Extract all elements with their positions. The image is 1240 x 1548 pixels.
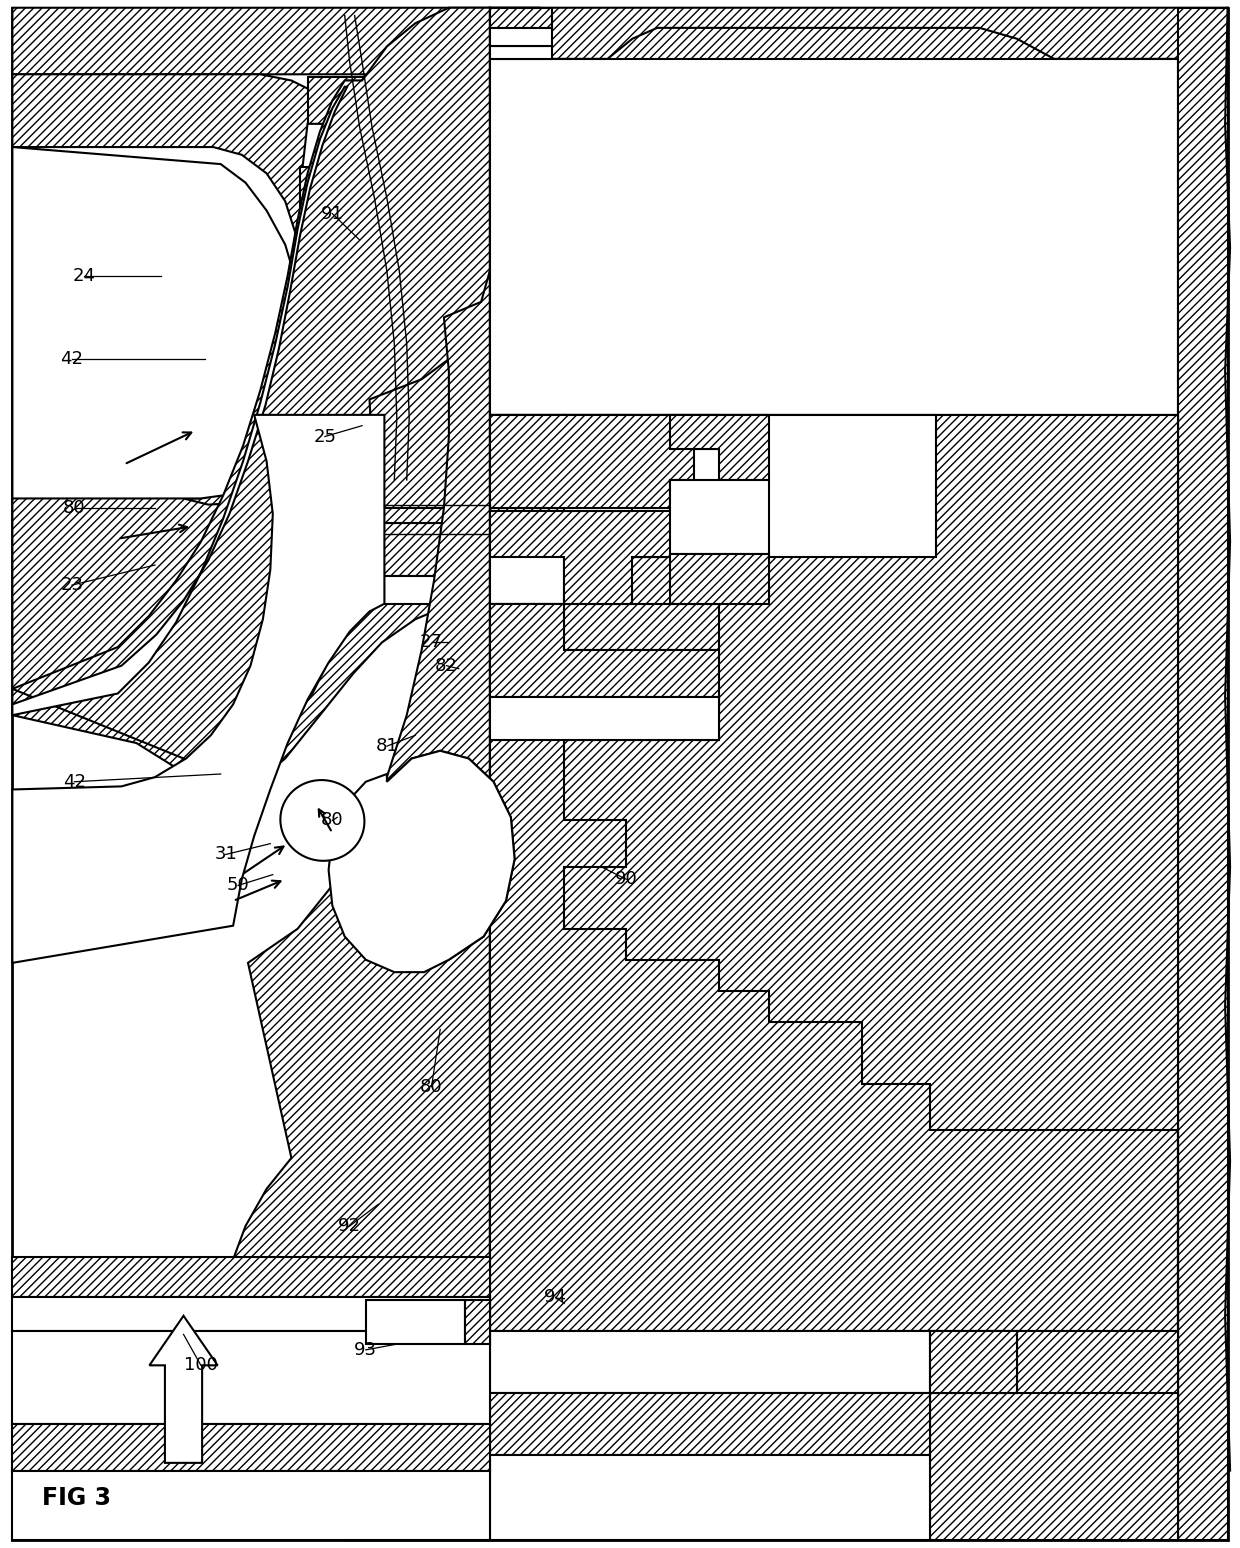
Polygon shape <box>384 508 490 523</box>
Text: 42: 42 <box>63 772 86 791</box>
Polygon shape <box>490 59 1178 415</box>
Polygon shape <box>300 167 362 214</box>
FancyArrow shape <box>149 1316 218 1463</box>
Polygon shape <box>12 1297 490 1331</box>
Polygon shape <box>670 415 769 480</box>
Text: 31: 31 <box>215 845 237 864</box>
Polygon shape <box>387 751 515 960</box>
Polygon shape <box>12 1257 490 1297</box>
Polygon shape <box>293 257 355 303</box>
Text: FIG 3: FIG 3 <box>42 1486 112 1511</box>
Text: 23: 23 <box>61 576 83 594</box>
Text: 92: 92 <box>339 1217 361 1235</box>
Text: 42: 42 <box>61 350 83 368</box>
Polygon shape <box>218 271 490 1540</box>
Text: 81: 81 <box>376 737 398 755</box>
Polygon shape <box>384 523 490 576</box>
Polygon shape <box>490 511 719 604</box>
Polygon shape <box>12 147 304 498</box>
Text: 94: 94 <box>544 1288 567 1307</box>
Polygon shape <box>490 697 719 740</box>
Text: 80: 80 <box>63 498 86 517</box>
Text: 80: 80 <box>321 811 343 830</box>
Polygon shape <box>564 415 632 464</box>
Polygon shape <box>490 415 1178 1540</box>
Text: 82: 82 <box>435 656 458 675</box>
Text: 25: 25 <box>314 427 336 446</box>
Polygon shape <box>490 8 1228 415</box>
Text: 91: 91 <box>321 204 343 223</box>
Polygon shape <box>12 74 372 523</box>
Polygon shape <box>303 124 370 167</box>
Polygon shape <box>329 751 515 972</box>
Polygon shape <box>490 604 719 697</box>
Polygon shape <box>12 8 490 777</box>
Polygon shape <box>345 80 394 461</box>
Text: 24: 24 <box>73 266 95 285</box>
Polygon shape <box>490 1331 1178 1393</box>
Text: 90: 90 <box>615 870 637 889</box>
Polygon shape <box>384 576 440 604</box>
Polygon shape <box>490 1393 930 1455</box>
Polygon shape <box>490 8 552 28</box>
Polygon shape <box>308 77 370 124</box>
Polygon shape <box>490 8 539 46</box>
Polygon shape <box>12 1471 490 1540</box>
Polygon shape <box>490 415 719 508</box>
Polygon shape <box>490 1455 930 1540</box>
Polygon shape <box>12 415 384 963</box>
Polygon shape <box>490 415 1178 1540</box>
Ellipse shape <box>280 780 365 861</box>
Polygon shape <box>285 347 347 393</box>
Polygon shape <box>490 1331 930 1393</box>
Polygon shape <box>670 554 769 604</box>
Polygon shape <box>12 8 490 74</box>
Polygon shape <box>12 1331 490 1424</box>
Polygon shape <box>930 1331 1017 1393</box>
Polygon shape <box>12 1424 490 1471</box>
Polygon shape <box>366 1300 465 1344</box>
Polygon shape <box>288 303 355 347</box>
Polygon shape <box>1178 8 1228 1540</box>
Polygon shape <box>490 46 552 59</box>
Text: 93: 93 <box>355 1341 377 1359</box>
Polygon shape <box>670 480 769 554</box>
Text: 80: 80 <box>420 1077 443 1096</box>
Polygon shape <box>490 604 564 650</box>
Polygon shape <box>490 28 552 46</box>
Text: 50: 50 <box>227 876 249 895</box>
Polygon shape <box>490 511 564 604</box>
Polygon shape <box>564 464 632 511</box>
Polygon shape <box>12 87 347 715</box>
Text: 27: 27 <box>420 633 443 652</box>
Polygon shape <box>295 214 362 257</box>
Polygon shape <box>490 8 1228 59</box>
Text: 100: 100 <box>184 1356 218 1375</box>
Polygon shape <box>490 415 564 511</box>
Polygon shape <box>12 15 490 783</box>
Polygon shape <box>564 415 936 557</box>
Polygon shape <box>465 1300 490 1344</box>
Polygon shape <box>12 147 304 498</box>
